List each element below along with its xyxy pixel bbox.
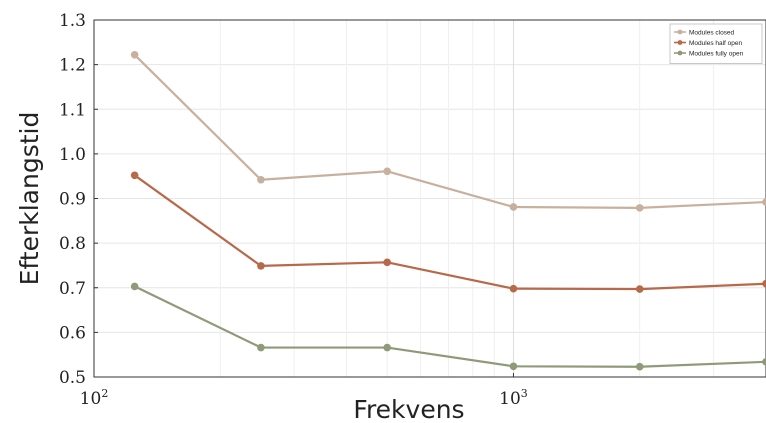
x-tick-label: 102 — [80, 387, 109, 409]
data-point-modules-half-open — [130, 171, 139, 180]
y-tick-label: 1.3 — [59, 11, 86, 31]
legend-swatch-marker — [677, 29, 683, 35]
data-point-modules-fully-open — [383, 343, 391, 352]
y-tick-label: 0.8 — [59, 234, 86, 254]
data-point-modules-fully-open — [762, 358, 766, 366]
series-layer — [130, 51, 766, 371]
y-tick-label: 0.9 — [59, 190, 86, 210]
legend-entry-label: Modules closed — [689, 29, 735, 36]
data-point-modules-half-open — [257, 262, 265, 270]
data-point-modules-closed — [635, 204, 644, 212]
data-point-modules-half-open — [383, 258, 391, 267]
data-point-modules-half-open — [762, 279, 766, 288]
series-line-modules-half-open — [134, 174, 766, 291]
y-tick-label: 0.6 — [59, 323, 86, 343]
data-point-modules-fully-open — [635, 362, 644, 371]
legend-entry-label: Modules half open — [689, 40, 743, 47]
data-point-modules-closed — [257, 175, 265, 184]
legend-swatch-marker — [677, 40, 683, 45]
data-point-modules-fully-open — [130, 282, 139, 291]
y-tick-label: 1.0 — [59, 145, 86, 165]
legend-swatch-marker — [677, 50, 683, 56]
data-point-modules-fully-open — [257, 343, 265, 352]
y-tick-label: 1.1 — [59, 100, 86, 120]
y-tick-label: 0.5 — [59, 368, 86, 388]
y-axis-label: Efterklangstid — [15, 112, 44, 286]
data-point-modules-half-open — [509, 284, 518, 293]
y-tick-label: 0.7 — [59, 279, 86, 299]
y-tick-label: 1.2 — [59, 56, 86, 76]
x-axis-label: Frekvens — [353, 395, 464, 423]
series-line-modules-closed — [133, 54, 766, 209]
legend-box — [669, 23, 763, 64]
data-point-modules-half-open — [635, 285, 644, 293]
data-point-modules-closed — [762, 198, 766, 206]
data-point-modules-closed — [509, 203, 518, 211]
data-point-modules-closed — [383, 167, 391, 176]
legend-entry-label: Modules fully open — [689, 50, 744, 57]
x-axis-ticks: 102 103 — [80, 373, 528, 409]
y-axis-ticks: 0.5 0.6 0.7 0.8 0.9 1.0 1.1 1.2 1.3 — [59, 11, 98, 388]
legend: Modules closed Modules half open Modules f… — [669, 23, 763, 64]
series-line-modules-fully-open — [134, 285, 766, 368]
data-point-modules-closed — [130, 51, 139, 59]
x-tick-label: 103 — [499, 387, 528, 409]
grid — [93, 19, 766, 378]
data-point-modules-fully-open — [509, 362, 518, 371]
